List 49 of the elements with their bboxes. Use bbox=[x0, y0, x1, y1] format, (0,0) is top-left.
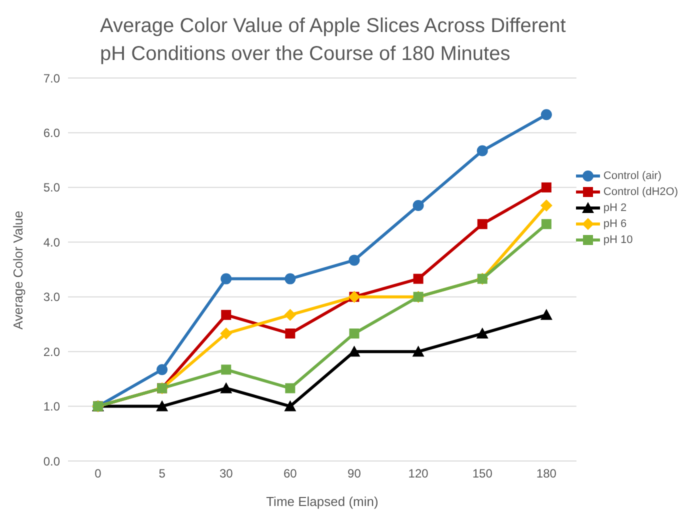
legend-label: Control (dH2O) bbox=[603, 186, 678, 198]
point bbox=[412, 200, 424, 211]
point bbox=[220, 382, 232, 394]
point bbox=[476, 328, 488, 339]
point bbox=[477, 219, 488, 230]
y-tick-label: 5.0 bbox=[43, 180, 60, 195]
y-tick-label: 2.0 bbox=[43, 344, 60, 359]
point bbox=[413, 274, 424, 284]
y-tick-label: 6.0 bbox=[43, 126, 60, 140]
x-axis-title: Time Elapsed (min) bbox=[266, 494, 378, 509]
chart-title: Average Color Value of Apple Slices Across Different pH Conditions over the Course of 180 Minutes bbox=[100, 14, 567, 67]
point bbox=[540, 199, 552, 212]
point bbox=[156, 364, 168, 376]
point bbox=[284, 308, 296, 321]
point bbox=[284, 400, 296, 412]
point bbox=[540, 308, 552, 320]
point bbox=[349, 328, 360, 339]
point bbox=[156, 400, 168, 412]
y-tick-label: 3.0 bbox=[43, 290, 60, 304]
point bbox=[220, 328, 232, 340]
point bbox=[540, 109, 552, 120]
legend-label: pH 6 bbox=[603, 218, 627, 230]
point bbox=[541, 219, 552, 230]
legend-label: pH 10 bbox=[603, 234, 633, 246]
point bbox=[220, 273, 232, 284]
point bbox=[221, 364, 232, 375]
point bbox=[348, 254, 360, 266]
point bbox=[221, 310, 232, 320]
x-tick-label: 0 bbox=[94, 466, 102, 481]
legend-label: Control (air) bbox=[603, 170, 662, 182]
x-tick-label: 30 bbox=[219, 466, 234, 481]
point bbox=[541, 182, 552, 192]
legend-label: pH 2 bbox=[603, 202, 627, 214]
y-tick-label: 0.0 bbox=[43, 454, 60, 468]
x-tick-label: 5 bbox=[158, 466, 166, 481]
y-tick-label: 4.0 bbox=[43, 235, 60, 250]
point bbox=[285, 328, 296, 339]
point bbox=[476, 145, 488, 156]
y-axis-title: Average Color Value bbox=[10, 210, 26, 330]
y-tick-label: 7.0 bbox=[43, 71, 60, 86]
point bbox=[412, 346, 424, 357]
x-tick-label: 60 bbox=[284, 466, 298, 481]
y-tick-label: 1.0 bbox=[43, 400, 60, 414]
x-tick-label: 150 bbox=[472, 466, 493, 481]
x-tick-label: 180 bbox=[536, 466, 557, 481]
x-tick-label: 120 bbox=[408, 466, 429, 481]
point bbox=[284, 273, 296, 284]
point bbox=[285, 383, 296, 394]
x-tick-label: 90 bbox=[348, 466, 362, 481]
